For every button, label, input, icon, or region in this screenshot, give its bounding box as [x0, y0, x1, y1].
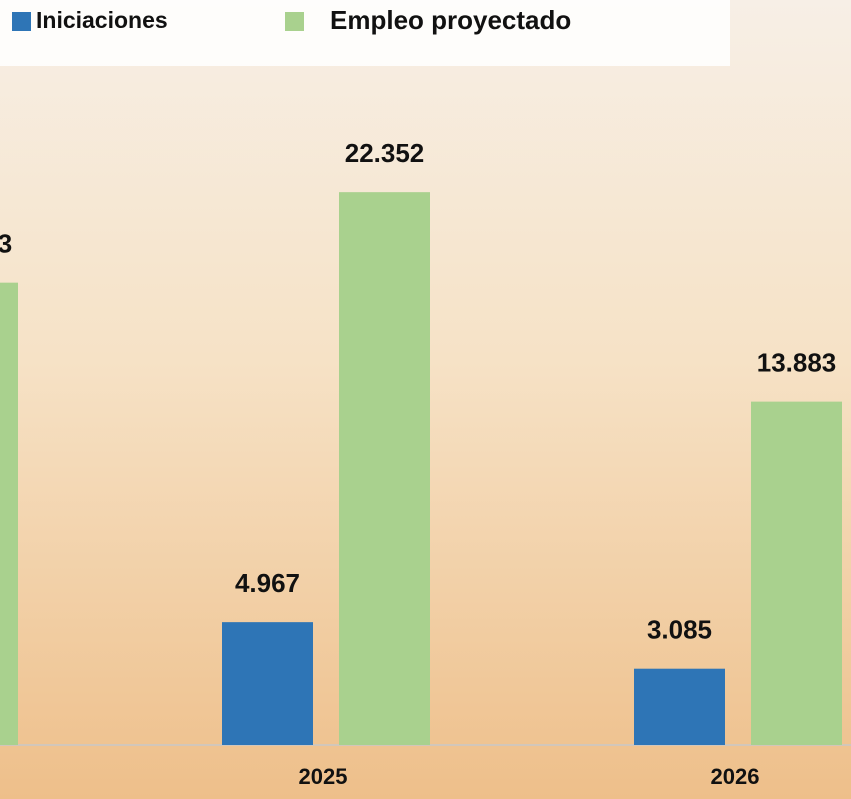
legend-swatch — [12, 12, 31, 31]
value-label: 13.883 — [757, 348, 837, 378]
value-label: 4.967 — [235, 568, 300, 598]
bar — [339, 192, 430, 746]
bar — [634, 668, 725, 745]
legend-label: Empleo proyectado — [330, 5, 571, 35]
bar — [0, 282, 18, 745]
bar — [751, 401, 842, 745]
legend-swatch — [285, 12, 304, 31]
value-label: 3.085 — [647, 615, 712, 645]
legend-label: Iniciaciones — [36, 7, 168, 33]
x-tick-label: 2026 — [711, 764, 760, 789]
value-label: 22.352 — [345, 138, 425, 168]
x-tick-label: 2025 — [299, 764, 348, 789]
value-label: 18.693 — [0, 229, 12, 259]
legend-box — [0, 0, 730, 66]
bar — [222, 622, 313, 745]
